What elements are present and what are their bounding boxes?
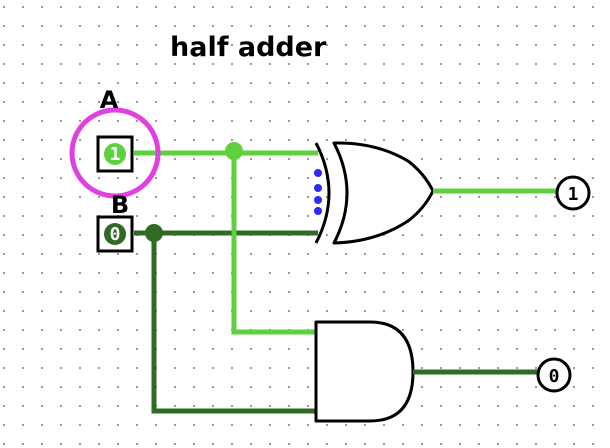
wire-a[interactable] bbox=[134, 142, 318, 335]
wire-b[interactable] bbox=[134, 224, 318, 414]
input-b-led bbox=[104, 223, 126, 245]
and-gate[interactable] bbox=[314, 320, 415, 423]
output-carry-value: 0 bbox=[549, 366, 560, 387]
output-sum-value: 1 bbox=[568, 184, 579, 205]
input-a-led bbox=[104, 143, 126, 165]
input-a-label: A bbox=[100, 86, 119, 114]
output-pin-carry[interactable]: 0 bbox=[536, 357, 572, 393]
junction-b bbox=[145, 224, 163, 242]
input-pin-b[interactable]: 0 bbox=[96, 215, 134, 253]
xor-input-dot bbox=[314, 207, 322, 215]
circuit-title: half adder bbox=[170, 32, 327, 63]
input-a-value: 1 bbox=[110, 144, 121, 165]
junction-a bbox=[225, 142, 243, 160]
input-b-label: B bbox=[111, 191, 129, 219]
input-b-value: 0 bbox=[110, 224, 121, 245]
xor-gate[interactable] bbox=[314, 141, 435, 245]
xor-input-dot bbox=[314, 196, 322, 204]
selection-ring bbox=[69, 107, 161, 199]
xor-input-dot bbox=[314, 184, 322, 192]
xor-input-dot bbox=[314, 169, 322, 177]
input-pin-a[interactable]: 1 bbox=[69, 107, 161, 199]
output-pin-sum[interactable]: 1 bbox=[555, 175, 591, 211]
